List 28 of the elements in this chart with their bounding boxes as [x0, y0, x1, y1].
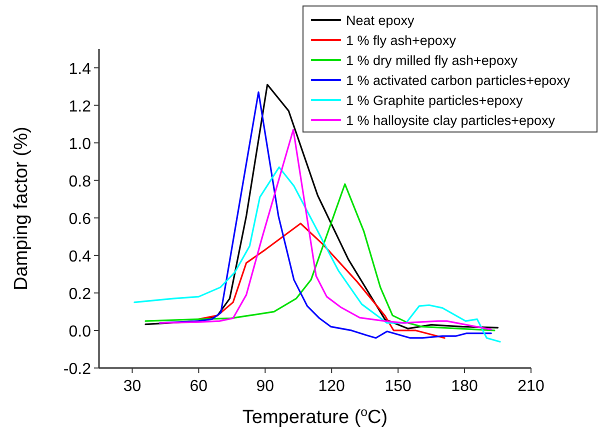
y-tick-label: 0.2 — [68, 286, 92, 303]
y-tick-label: 0.0 — [68, 323, 92, 340]
legend-label: 1 % activated carbon particles+epoxy — [346, 73, 570, 88]
x-axis-title: Temperature ($^{o}$C) — [242, 405, 388, 428]
y-tick-label: 1.2 — [68, 98, 92, 116]
line-series — [144, 183, 496, 332]
x-tick-label: 120 — [318, 378, 346, 395]
y-tick-label: 0.4 — [68, 248, 92, 266]
x-tick-label: 30 — [123, 378, 142, 395]
legend-label: 1 % fly ash+epoxy — [346, 33, 456, 48]
y-tick-label: 0.6 — [68, 210, 92, 228]
y-tick-label: 1.4 — [68, 60, 92, 78]
x-tick-label: 90 — [256, 378, 274, 395]
y-tick-label: -0.2 — [63, 361, 92, 378]
line-series — [198, 222, 446, 339]
line-series — [159, 128, 492, 330]
legend-label: Neat epoxy — [346, 13, 415, 28]
x-tick-label: 150 — [384, 378, 412, 395]
line-series — [134, 166, 501, 343]
y-tick-label: 0.8 — [68, 173, 92, 190]
x-tick-label: 60 — [190, 378, 208, 395]
x-tick-label: 210 — [518, 378, 544, 395]
legend-label: 1 % dry milled fly ash+epoxy — [346, 53, 518, 68]
y-axis-title: Damping factor (%) — [11, 126, 32, 290]
x-tick-label: 180 — [451, 378, 478, 395]
legend-label: 1 % halloysite clay particles+epoxy — [346, 113, 556, 128]
legend-label: 1 % Graphite particles+epoxy — [346, 93, 523, 108]
y-tick-label: 1.0 — [68, 136, 92, 153]
